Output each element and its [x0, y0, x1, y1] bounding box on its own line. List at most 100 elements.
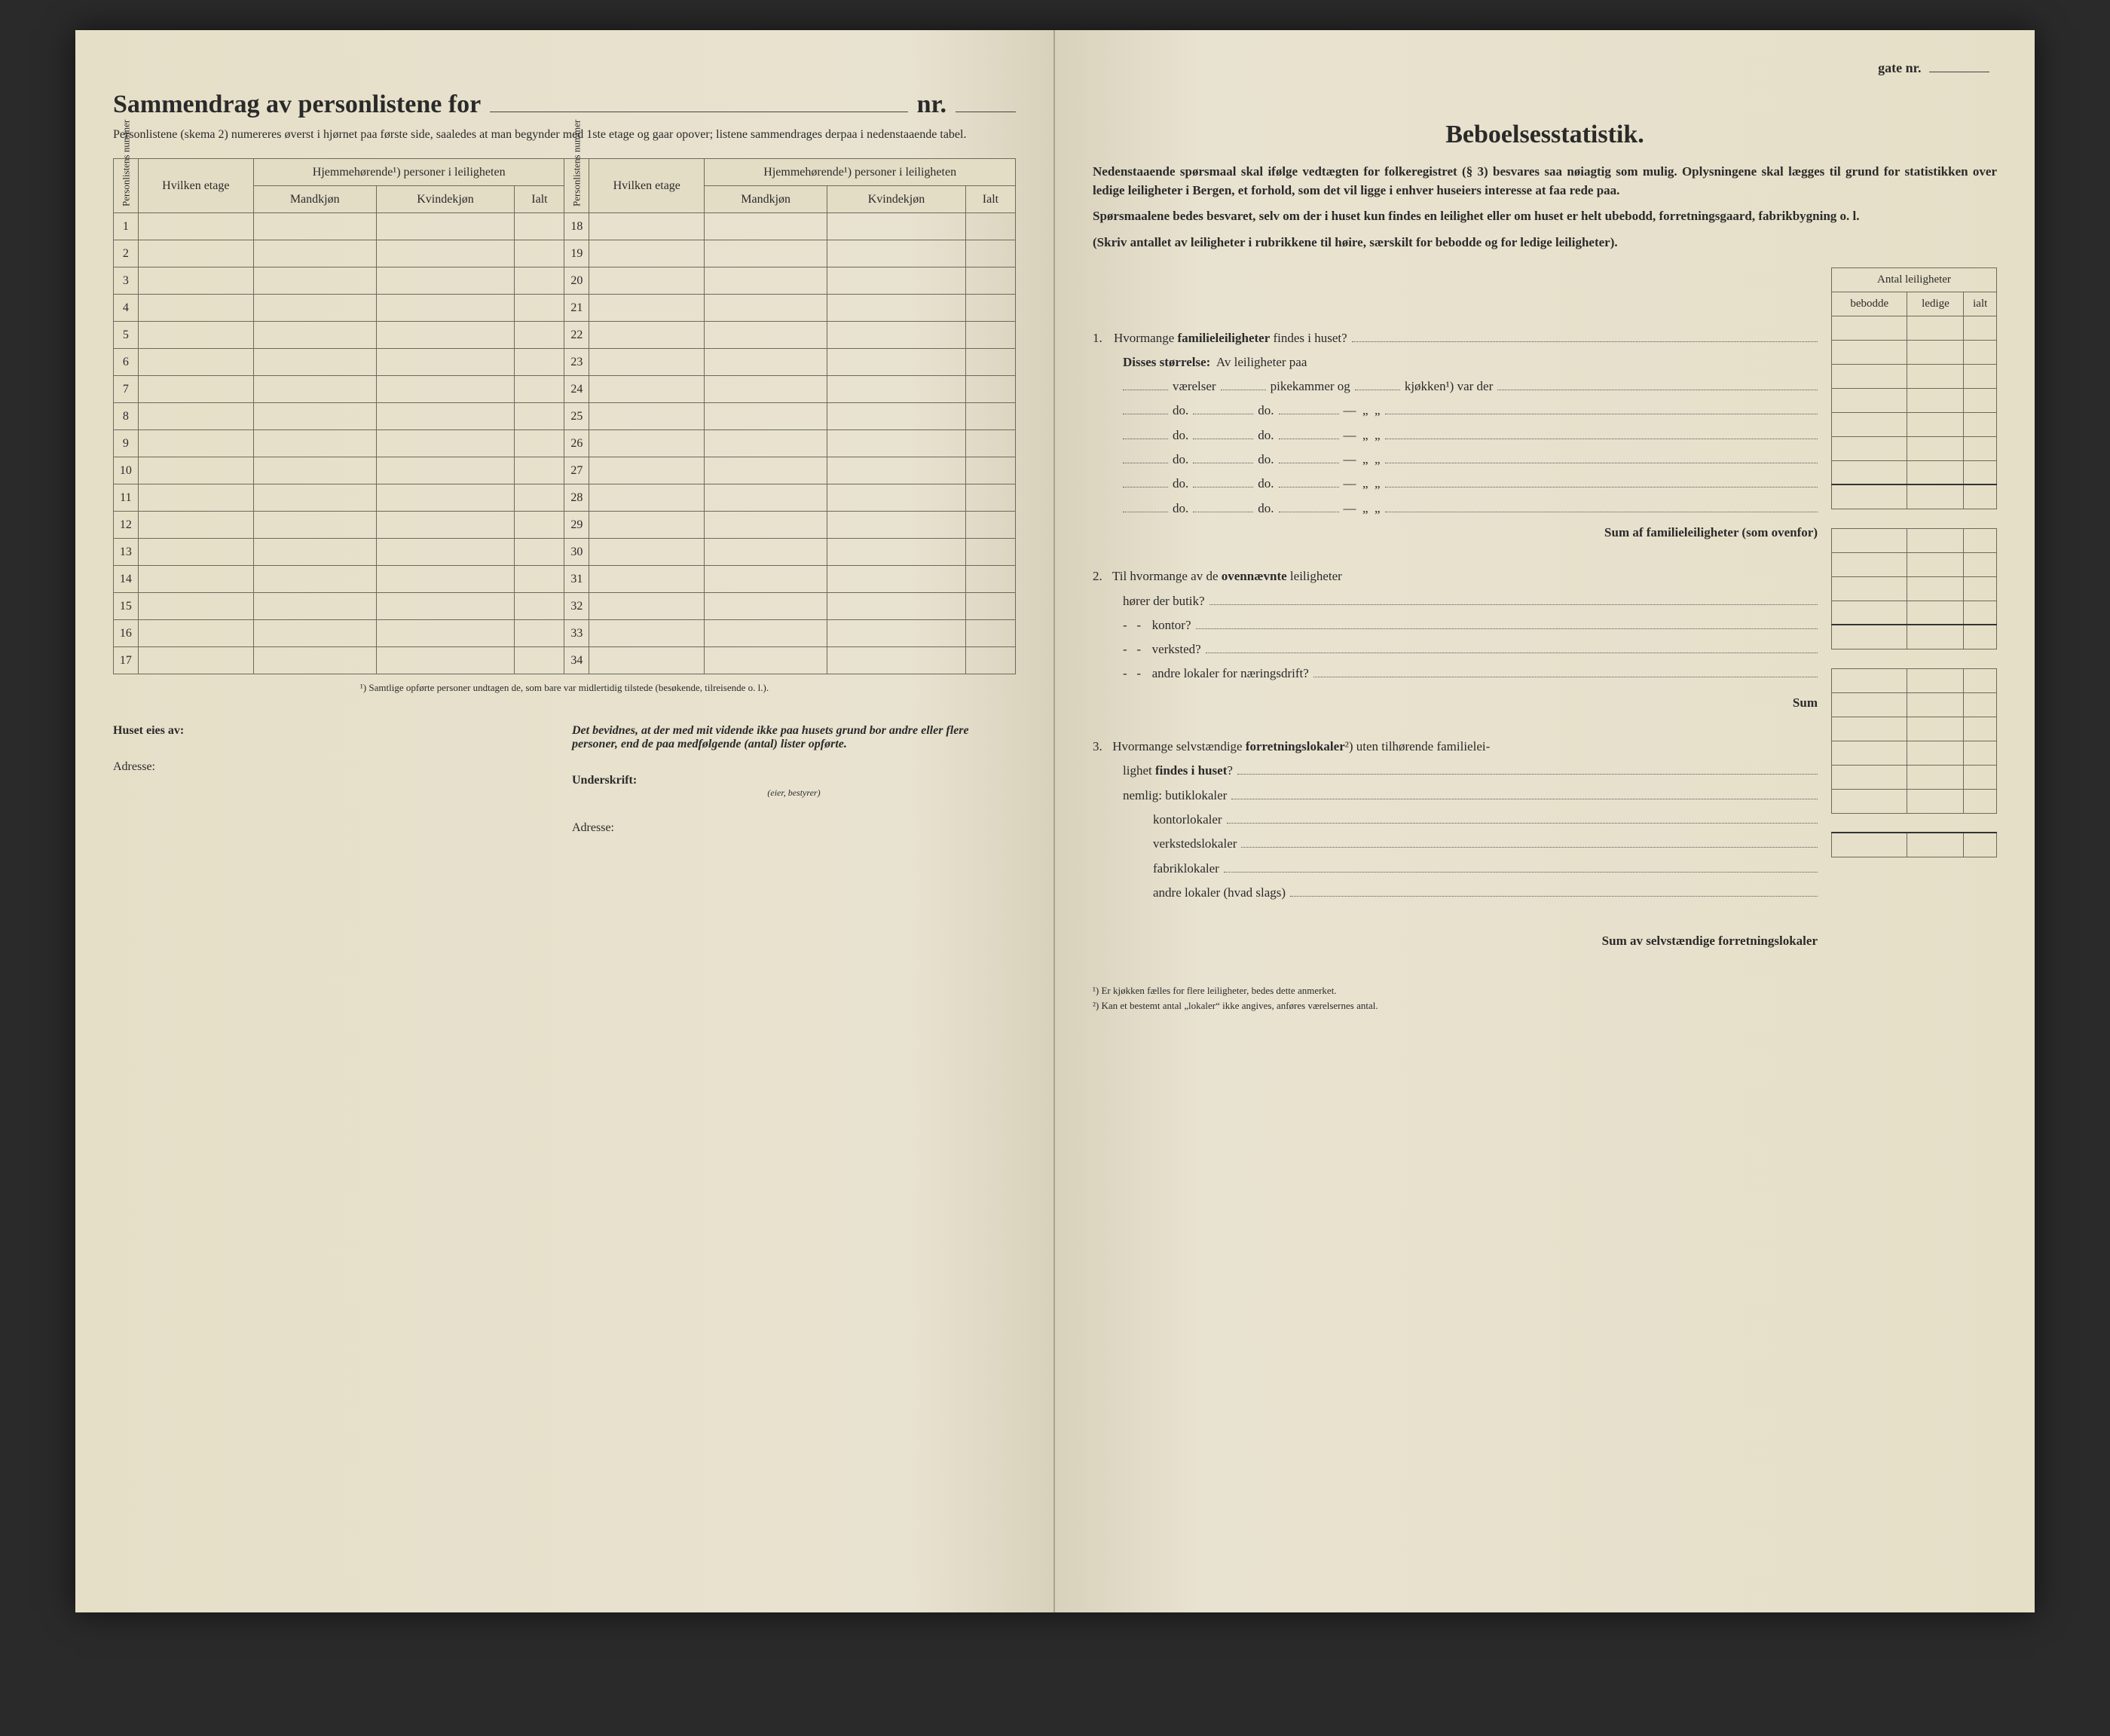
count-col-1: ledige — [1907, 292, 1964, 316]
intro-2: Spørsmaalene bedes besvaret, selv om der… — [1093, 207, 1997, 226]
empty-cell — [515, 593, 564, 620]
empty-cell — [827, 457, 966, 484]
empty-cell — [515, 484, 564, 512]
empty-cell — [253, 647, 376, 674]
q1-do-row: do.do.— „ „ — [1123, 448, 1818, 472]
empty-cell — [376, 240, 515, 267]
q1-text: Hvormange familieleiligheter findes i hu… — [1114, 326, 1347, 350]
row-number: 22 — [564, 322, 589, 349]
empty-cell — [827, 512, 966, 539]
empty-cell — [138, 403, 253, 430]
count-cell — [1832, 765, 1907, 789]
empty-cell — [376, 267, 515, 295]
q1-do-row: do.do.— „ „ — [1123, 497, 1818, 521]
left-title-row: Sammendrag av personlistene for nr. — [113, 90, 1016, 127]
empty-cell — [376, 349, 515, 376]
empty-cell — [138, 240, 253, 267]
count-cell — [1964, 576, 1997, 601]
count-tbody — [1832, 316, 1997, 857]
table-row: 623 — [114, 349, 1016, 376]
empty-cell — [376, 457, 515, 484]
q1-do-row: do.do.— „ „ — [1123, 423, 1818, 448]
q3-d-label: fabriklokaler — [1153, 857, 1219, 881]
empty-cell — [965, 349, 1015, 376]
title-blank — [490, 98, 907, 112]
empty-cell — [138, 213, 253, 240]
count-row — [1832, 509, 1997, 528]
empty-cell — [138, 295, 253, 322]
empty-cell — [253, 267, 376, 295]
empty-cell — [705, 240, 827, 267]
row-number: 7 — [114, 376, 139, 403]
empty-cell — [253, 240, 376, 267]
q3-c-label: verkstedslokaler — [1153, 832, 1237, 856]
empty-cell — [705, 457, 827, 484]
empty-cell — [705, 213, 827, 240]
empty-cell — [589, 349, 705, 376]
empty-cell — [253, 376, 376, 403]
table-row: 1734 — [114, 647, 1016, 674]
count-cell — [1964, 789, 1997, 813]
q1-line-1: værelser pikekammer og kjøkken¹) var der — [1123, 374, 1818, 399]
table-row: 1128 — [114, 484, 1016, 512]
count-cell — [1964, 340, 1997, 364]
left-subtitle: Personlistene (skema 2) numereres øverst… — [113, 127, 1016, 143]
count-cell — [1964, 412, 1997, 436]
table-row: 1229 — [114, 512, 1016, 539]
count-col-0: bebodde — [1832, 292, 1907, 316]
count-cell — [1907, 460, 1964, 484]
empty-cell — [589, 295, 705, 322]
q3-text: Hvormange selvstændige forretningslokale… — [1112, 739, 1490, 753]
empty-cell — [827, 647, 966, 674]
count-cell — [1832, 528, 1907, 552]
count-cell — [1964, 741, 1997, 765]
empty-cell — [827, 593, 966, 620]
count-row — [1832, 528, 1997, 552]
count-cell — [1832, 316, 1907, 340]
count-cell — [1964, 601, 1997, 625]
count-cell — [1907, 364, 1964, 388]
empty-cell — [965, 295, 1015, 322]
row-number: 8 — [114, 403, 139, 430]
title-blank-nr — [956, 98, 1016, 112]
empty-cell — [515, 349, 564, 376]
count-table-column: Antal leiligheter bebodde ledige ialt — [1831, 267, 1997, 1013]
empty-cell — [376, 403, 515, 430]
empty-cell — [827, 539, 966, 566]
questions-column: 1. Hvormange familieleiligheter findes i… — [1093, 267, 1818, 1013]
q3-a-label: nemlig: butiklokaler — [1123, 784, 1227, 808]
gate-nr-label: gate nr. — [1878, 60, 1989, 76]
right-title: Beboelsesstatistik. — [1093, 121, 1997, 149]
empty-cell — [705, 403, 827, 430]
empty-cell — [138, 376, 253, 403]
count-cell — [1907, 340, 1964, 364]
count-table: Antal leiligheter bebodde ledige ialt — [1831, 267, 1997, 857]
underskrift-label: Underskrift: — [572, 774, 1016, 787]
empty-cell — [376, 539, 515, 566]
right-page: gate nr. Beboelsesstatistik. Nedenstaaen… — [1055, 30, 2035, 1612]
count-cell — [1832, 484, 1907, 509]
count-cell — [1964, 388, 1997, 412]
q3-row: 3. Hvormange selvstændige forretningslok… — [1093, 735, 1818, 759]
row-number: 14 — [114, 566, 139, 593]
empty-cell — [515, 240, 564, 267]
empty-cell — [589, 267, 705, 295]
count-cell — [1907, 833, 1964, 857]
table-row: 825 — [114, 403, 1016, 430]
count-cell — [1964, 692, 1997, 717]
q1-sum-row: Sum af familieleiligheter (som ovenfor) — [1123, 521, 1818, 545]
summary-thead: Personlistens nummer Hvilken etage Hjemm… — [114, 159, 1016, 213]
empty-cell — [515, 267, 564, 295]
empty-cell — [376, 566, 515, 593]
empty-cell — [705, 349, 827, 376]
q2-d-label: andre lokaler for næringsdrift? — [1152, 662, 1309, 686]
empty-cell — [965, 484, 1015, 512]
count-cell — [1832, 668, 1907, 692]
empty-cell — [705, 267, 827, 295]
q1-size-label: Disses størrelse: — [1123, 355, 1210, 369]
count-row — [1832, 436, 1997, 460]
empty-cell — [138, 539, 253, 566]
row-number: 9 — [114, 430, 139, 457]
empty-cell — [138, 566, 253, 593]
count-cell — [1964, 625, 1997, 649]
